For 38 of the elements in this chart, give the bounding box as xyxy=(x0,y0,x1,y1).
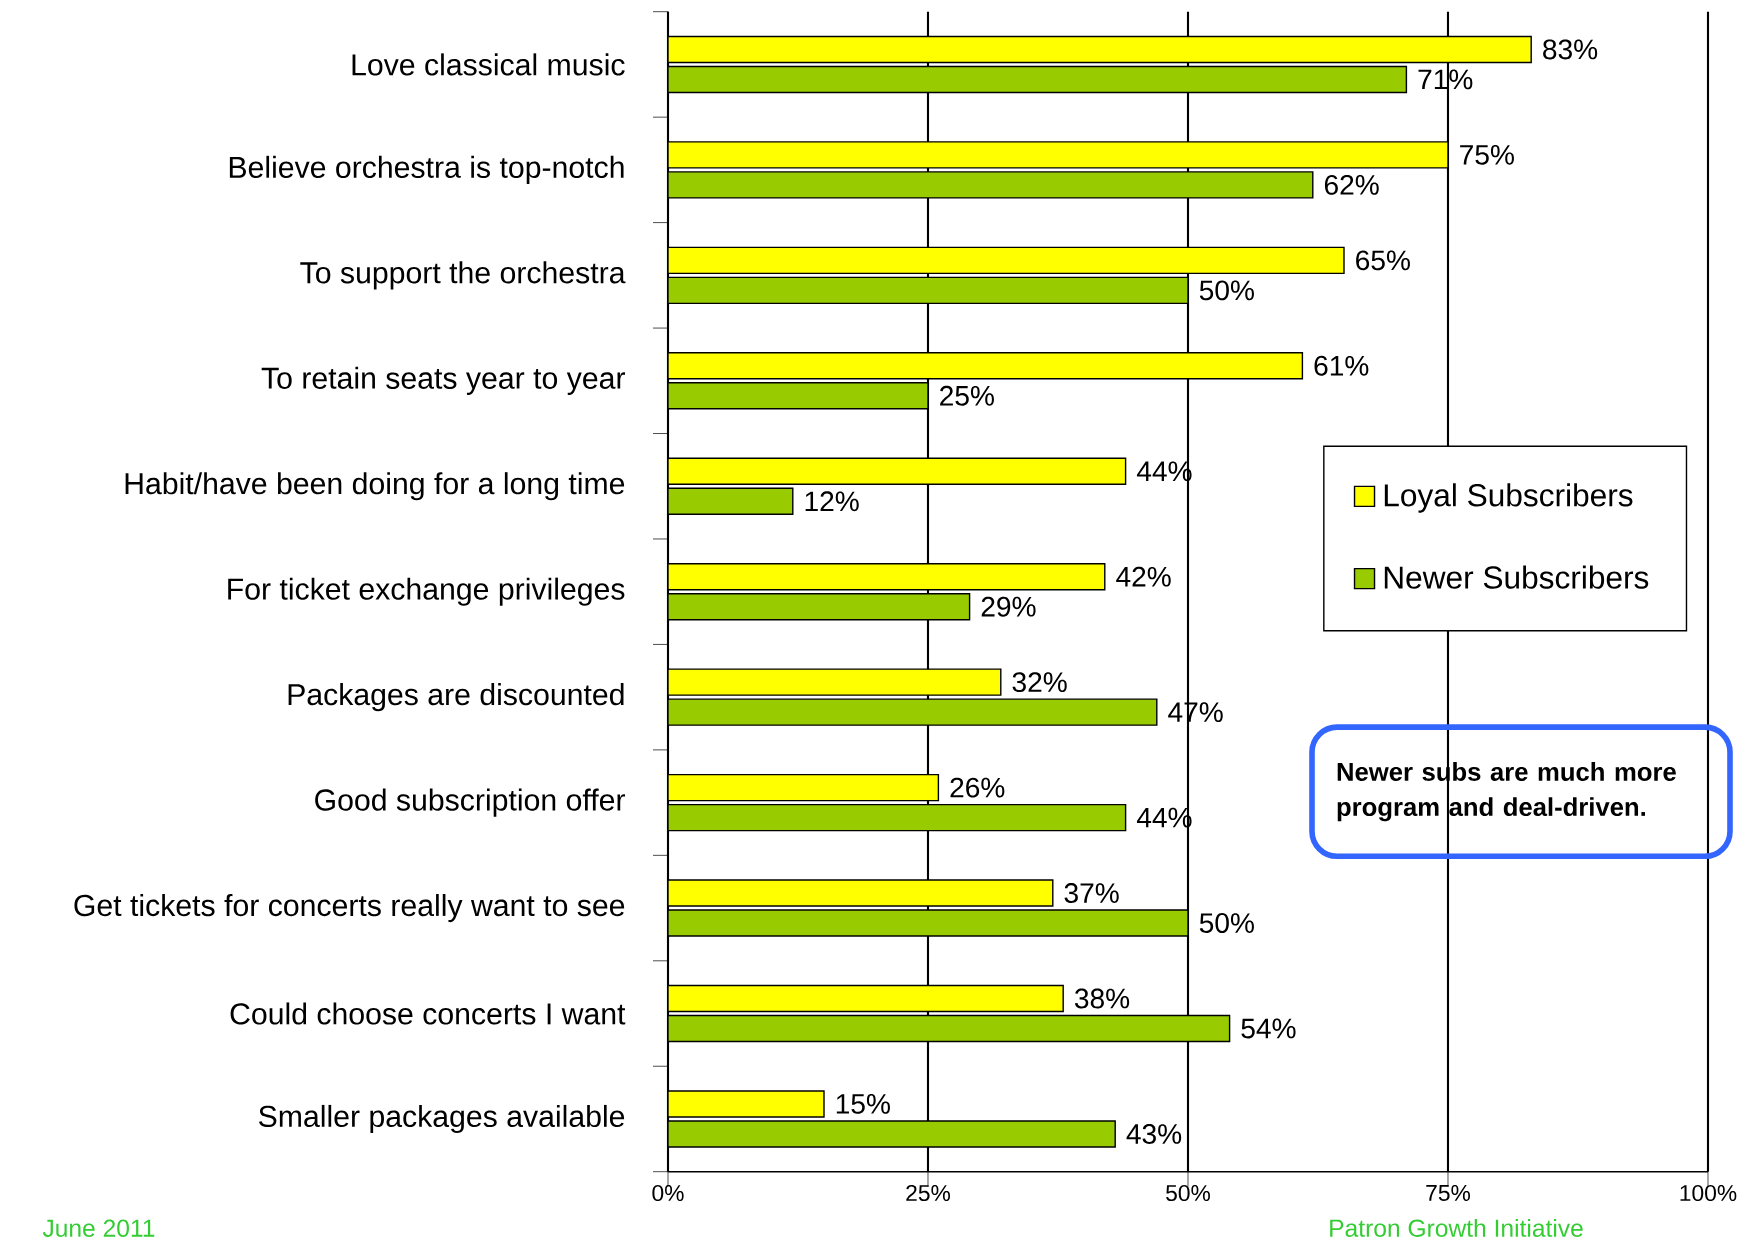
y-tick-label: Good subscription offer xyxy=(315,788,626,817)
data-label: 75% xyxy=(1460,145,1514,165)
data-label: 15% xyxy=(836,1094,890,1115)
data-label: 54% xyxy=(1241,1018,1296,1039)
y-tick-label: Believe orchestra is top-notch xyxy=(229,155,624,185)
data-label: 50% xyxy=(1199,913,1254,934)
x-tick-label: 75% xyxy=(1426,1185,1470,1202)
legend-label: Loyal Subscribers xyxy=(1384,483,1633,513)
legend-label: Newer Subscribers xyxy=(1384,565,1649,589)
y-tick-label: Love classical music xyxy=(352,53,625,76)
data-label: 26% xyxy=(950,777,1005,798)
data-label: 42% xyxy=(1116,566,1171,587)
text: June 2011 xyxy=(42,1219,155,1238)
data-label: 12% xyxy=(805,491,859,512)
data-label: 32% xyxy=(1012,672,1067,693)
data-label: 61% xyxy=(1314,356,1369,376)
y-tick-label: For ticket exchange privileges xyxy=(228,577,625,606)
data-label: 37% xyxy=(1064,883,1119,904)
data-label: 83% xyxy=(1543,39,1598,60)
data-label: 62% xyxy=(1324,175,1379,196)
data-label: 29% xyxy=(981,596,1036,617)
data-label: 38% xyxy=(1074,988,1130,1009)
y-tick-label: Could choose concerts I want xyxy=(230,1002,626,1025)
x-tick-label: 100% xyxy=(1680,1185,1737,1202)
y-tick-label: To support the orchestra xyxy=(300,261,626,290)
y-tick-label: To retain seats year to year xyxy=(261,366,625,396)
x-tick-label: 25% xyxy=(906,1185,950,1202)
data-label: 43% xyxy=(1126,1124,1182,1145)
x-tick-label: 0% xyxy=(652,1185,684,1202)
data-label: 50% xyxy=(1199,280,1254,301)
data-label: 25% xyxy=(940,386,994,406)
text: Patron Growth Initiative xyxy=(1330,1219,1583,1238)
y-tick-label: Habit/have been doing for a long time xyxy=(125,472,625,501)
y-tick-label: Smaller packages available xyxy=(259,1105,625,1134)
data-label: 65% xyxy=(1356,250,1410,271)
y-tick-label: Get tickets for concerts really want to see xyxy=(74,894,625,923)
x-tick-label: 50% xyxy=(1166,1185,1210,1202)
y-tick-label: Packages are discounted xyxy=(288,683,624,712)
